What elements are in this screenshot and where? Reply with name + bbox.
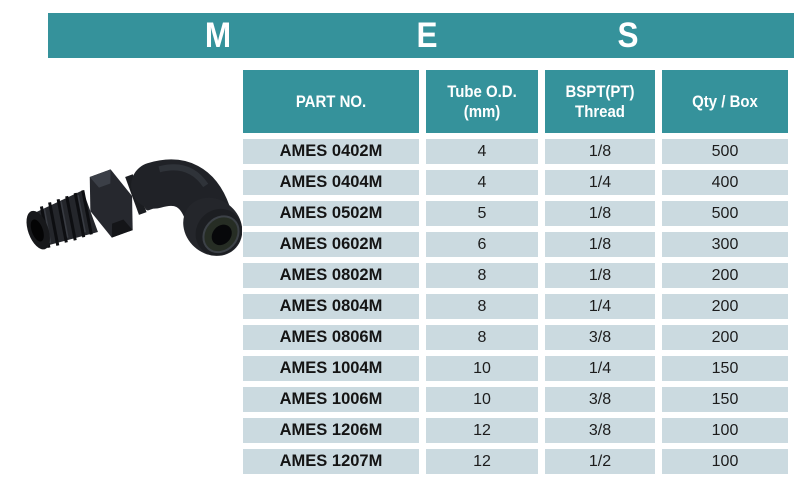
tube-od-cell: 6 [426,232,538,257]
tube-od-cell: 8 [426,325,538,350]
table-row: AMES 1004M 10 1/4 150 [243,356,788,381]
qty-cell: 100 [662,418,788,443]
table-row: AMES 0602M 6 1/8 300 [243,232,788,257]
qty-cell: 200 [662,294,788,319]
header-row: PART NO. Tube O.D. (mm) BSPT(PT) Thread … [243,70,788,133]
qty-cell: 500 [662,201,788,226]
part-no-cell: AMES 0602M [243,232,419,257]
thread-cell: 1/2 [545,449,655,474]
thread-cell: 3/8 [545,325,655,350]
thread-cell: 1/8 [545,263,655,288]
tube-od-cell: 4 [426,139,538,164]
thread-cell: 1/4 [545,294,655,319]
series-banner: M E S [48,13,794,58]
tube-od-cell: 12 [426,418,538,443]
col-header-part-no: PART NO. [243,70,419,133]
thread-cell: 1/8 [545,201,655,226]
qty-cell: 500 [662,139,788,164]
banner-letter-s: S [617,15,639,55]
tube-od-cell: 8 [426,294,538,319]
thread-cell: 1/8 [545,139,655,164]
qty-cell: 400 [662,170,788,195]
qty-cell: 150 [662,387,788,412]
tube-od-cell: 10 [426,387,538,412]
table-row: AMES 0804M 8 1/4 200 [243,294,788,319]
part-no-cell: AMES 0804M [243,294,419,319]
tube-od-cell: 4 [426,170,538,195]
thread-cell: 3/8 [545,418,655,443]
part-no-cell: AMES 1006M [243,387,419,412]
table-row: AMES 0802M 8 1/8 200 [243,263,788,288]
banner-letter-m: M [204,15,232,55]
spec-table: PART NO. Tube O.D. (mm) BSPT(PT) Thread … [236,64,795,480]
qty-cell: 100 [662,449,788,474]
thread-cell: 1/4 [545,356,655,381]
table-row: AMES 0404M 4 1/4 400 [243,170,788,195]
qty-cell: 300 [662,232,788,257]
table-row: AMES 0806M 8 3/8 200 [243,325,788,350]
part-no-cell: AMES 1004M [243,356,419,381]
table-row: AMES 1207M 12 1/2 100 [243,449,788,474]
qty-cell: 200 [662,325,788,350]
product-photo [10,106,243,274]
thread-cell: 1/8 [545,232,655,257]
tube-od-cell: 8 [426,263,538,288]
thread-cell: 1/4 [545,170,655,195]
part-no-cell: AMES 1206M [243,418,419,443]
col-header-tube-od: Tube O.D. (mm) [426,70,538,133]
part-no-cell: AMES 1207M [243,449,419,474]
tube-od-cell: 10 [426,356,538,381]
banner-letter-e: E [416,15,438,55]
part-no-cell: AMES 0402M [243,139,419,164]
table-row: AMES 0502M 5 1/8 500 [243,201,788,226]
tube-od-cell: 12 [426,449,538,474]
tube-od-cell: 5 [426,201,538,226]
part-no-cell: AMES 0806M [243,325,419,350]
table-row: AMES 1006M 10 3/8 150 [243,387,788,412]
part-no-cell: AMES 0802M [243,263,419,288]
table-row: AMES 0402M 4 1/8 500 [243,139,788,164]
col-header-thread: BSPT(PT) Thread [545,70,655,133]
qty-cell: 150 [662,356,788,381]
thread-cell: 3/8 [545,387,655,412]
col-header-qty-box: Qty / Box [662,70,788,133]
table-row: AMES 1206M 12 3/8 100 [243,418,788,443]
elbow-fitting-image [26,159,243,256]
qty-cell: 200 [662,263,788,288]
part-no-cell: AMES 0404M [243,170,419,195]
part-no-cell: AMES 0502M [243,201,419,226]
